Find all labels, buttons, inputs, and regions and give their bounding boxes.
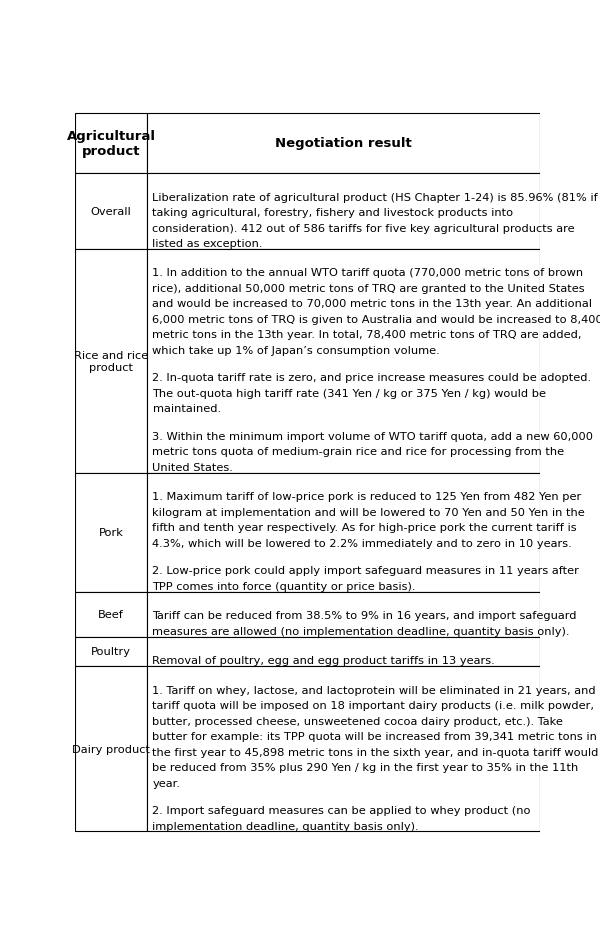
Bar — [147, 114, 540, 174]
Text: butter, processed cheese, unsweetened cocoa dairy product, etc.). Take: butter, processed cheese, unsweetened co… — [152, 716, 563, 725]
Bar — [75, 250, 147, 474]
Bar — [147, 250, 540, 474]
Text: 3. Within the minimum import volume of WTO tariff quota, add a new 60,000: 3. Within the minimum import volume of W… — [152, 431, 593, 442]
Text: 1. Tariff on whey, lactose, and lactoprotein will be eliminated in 21 years, and: 1. Tariff on whey, lactose, and lactopro… — [152, 685, 596, 695]
Bar — [75, 114, 147, 174]
Text: and would be increased to 70,000 metric tons in the 13th year. An additional: and would be increased to 70,000 metric … — [152, 300, 593, 309]
Text: fifth and tenth year respectively. As for high-price pork the current tariff is: fifth and tenth year respectively. As fo… — [152, 522, 577, 533]
Text: 1. Maximum tariff of low-price pork is reduced to 125 Yen from 482 Yen per: 1. Maximum tariff of low-price pork is r… — [152, 491, 582, 502]
Text: listed as exception.: listed as exception. — [152, 239, 263, 249]
Text: tariff quota will be imposed on 18 important dairy products (i.e. milk powder,: tariff quota will be imposed on 18 impor… — [152, 700, 595, 710]
Text: Negotiation result: Negotiation result — [275, 138, 412, 151]
Text: be reduced from 35% plus 290 Yen / kg in the first year to 35% in the 11th: be reduced from 35% plus 290 Yen / kg in… — [152, 762, 579, 772]
Text: year.: year. — [152, 778, 181, 788]
Bar — [147, 666, 540, 831]
Text: 4.3%, which will be lowered to 2.2% immediately and to zero in 10 years.: 4.3%, which will be lowered to 2.2% imme… — [152, 538, 572, 548]
Bar — [147, 174, 540, 250]
Text: maintained.: maintained. — [152, 404, 221, 414]
Bar — [75, 174, 147, 250]
Text: Liberalization rate of agricultural product (HS Chapter 1-24) is 85.96% (81% if: Liberalization rate of agricultural prod… — [152, 192, 598, 202]
Text: which take up 1% of Japan’s consumption volume.: which take up 1% of Japan’s consumption … — [152, 345, 440, 356]
Text: implementation deadline, quantity basis only).: implementation deadline, quantity basis … — [152, 821, 419, 830]
Text: 1. In addition to the annual WTO tariff quota (770,000 metric tons of brown: 1. In addition to the annual WTO tariff … — [152, 269, 584, 278]
Bar — [147, 636, 540, 666]
Text: Beef: Beef — [98, 609, 124, 620]
Text: Tariff can be reduced from 38.5% to 9% in 16 years, and import safeguard: Tariff can be reduced from 38.5% to 9% i… — [152, 610, 577, 621]
Text: Removal of poultry, egg and egg product tariffs in 13 years.: Removal of poultry, egg and egg product … — [152, 655, 495, 665]
Text: Agricultural
product: Agricultural product — [67, 130, 155, 158]
Text: TPP comes into force (quantity or price basis).: TPP comes into force (quantity or price … — [152, 581, 416, 592]
Text: 2. Low-price pork could apply import safeguard measures in 11 years after: 2. Low-price pork could apply import saf… — [152, 565, 580, 576]
Text: Dairy product: Dairy product — [72, 744, 150, 753]
Text: metric tons quota of medium-grain rice and rice for processing from the: metric tons quota of medium-grain rice a… — [152, 446, 565, 457]
Bar — [75, 474, 147, 592]
Text: The out-quota high tariff rate (341 Yen / kg or 375 Yen / kg) would be: The out-quota high tariff rate (341 Yen … — [152, 388, 547, 399]
Bar — [147, 474, 540, 592]
Text: Rice and rice
product: Rice and rice product — [74, 351, 148, 373]
Text: Pork: Pork — [98, 528, 124, 537]
Text: Overall: Overall — [91, 207, 131, 216]
Text: measures are allowed (no implementation deadline, quantity basis only).: measures are allowed (no implementation … — [152, 626, 570, 636]
Bar — [75, 666, 147, 831]
Text: 6,000 metric tons of TRQ is given to Australia and would be increased to 8,400: 6,000 metric tons of TRQ is given to Aus… — [152, 314, 600, 325]
Text: 2. Import safeguard measures can be applied to whey product (no: 2. Import safeguard measures can be appl… — [152, 805, 531, 815]
Text: 2. In-quota tariff rate is zero, and price increase measures could be adopted.: 2. In-quota tariff rate is zero, and pri… — [152, 373, 592, 383]
Text: kilogram at implementation and will be lowered to 70 Yen and 50 Yen in the: kilogram at implementation and will be l… — [152, 507, 585, 518]
Text: butter for example: its TPP quota will be increased from 39,341 metric tons in: butter for example: its TPP quota will b… — [152, 731, 598, 741]
Bar — [75, 636, 147, 666]
Bar — [75, 592, 147, 636]
Bar — [147, 592, 540, 636]
Text: consideration). 412 out of 586 tariffs for five key agricultural products are: consideration). 412 out of 586 tariffs f… — [152, 224, 575, 233]
Text: Poultry: Poultry — [91, 647, 131, 656]
Text: metric tons in the 13th year. In total, 78,400 metric tons of TRQ are added,: metric tons in the 13th year. In total, … — [152, 330, 582, 340]
Text: United States.: United States. — [152, 462, 233, 473]
Text: rice), additional 50,000 metric tons of TRQ are granted to the United States: rice), additional 50,000 metric tons of … — [152, 284, 585, 294]
Text: the first year to 45,898 metric tons in the sixth year, and in-quota tariff woul: the first year to 45,898 metric tons in … — [152, 747, 599, 757]
Text: taking agricultural, forestry, fishery and livestock products into: taking agricultural, forestry, fishery a… — [152, 208, 514, 218]
